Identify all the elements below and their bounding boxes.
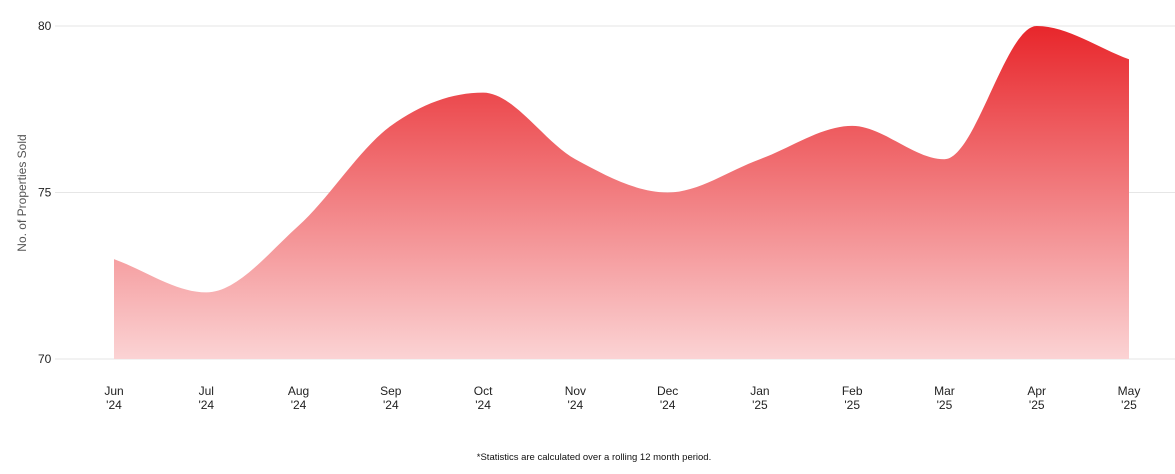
y-tick-label: 70 bbox=[38, 352, 52, 366]
footnote: *Statistics are calculated over a rollin… bbox=[477, 452, 711, 463]
y-tick-label: 80 bbox=[38, 19, 52, 33]
x-tick-label: Jun '24 bbox=[104, 384, 123, 412]
x-tick-label: Feb '25 bbox=[842, 384, 863, 412]
y-axis-title: No. of Properties Sold bbox=[15, 134, 29, 251]
area-series bbox=[114, 26, 1129, 359]
x-tick-label: Aug '24 bbox=[288, 384, 309, 412]
y-axis-ticks: 70 75 80 bbox=[38, 19, 52, 366]
x-tick-label: Oct '24 bbox=[474, 384, 493, 412]
x-tick-label: Jan '25 bbox=[750, 384, 769, 412]
x-tick-label: Apr '25 bbox=[1027, 384, 1046, 412]
x-axis-ticks: Jun '24 Jul '24 Aug '24 Sep '24 Oct '24 Nov '24 Dec '… bbox=[104, 384, 1140, 412]
y-tick-label: 75 bbox=[38, 186, 52, 200]
x-tick-label: Dec '24 bbox=[657, 384, 678, 412]
x-tick-label: Jul '24 bbox=[198, 384, 214, 412]
x-tick-label: Sep '24 bbox=[380, 384, 402, 412]
x-tick-label: Nov '24 bbox=[565, 384, 586, 412]
area-fill bbox=[114, 26, 1129, 359]
x-tick-label: May '25 bbox=[1118, 384, 1141, 412]
x-tick-label: Mar '25 bbox=[934, 384, 955, 412]
